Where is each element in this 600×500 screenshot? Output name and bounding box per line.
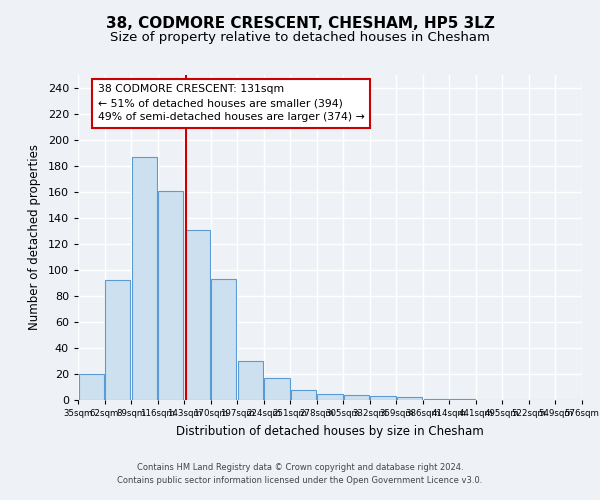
Bar <box>291 390 316 400</box>
Bar <box>344 395 369 400</box>
Text: Size of property relative to detached houses in Chesham: Size of property relative to detached ho… <box>110 31 490 44</box>
Bar <box>370 396 395 400</box>
X-axis label: Distribution of detached houses by size in Chesham: Distribution of detached houses by size … <box>176 425 484 438</box>
Bar <box>105 280 130 400</box>
Bar <box>265 378 290 400</box>
Bar <box>317 394 343 400</box>
Text: Contains HM Land Registry data © Crown copyright and database right 2024.: Contains HM Land Registry data © Crown c… <box>137 462 463 471</box>
Bar <box>79 374 104 400</box>
Bar <box>158 190 184 400</box>
Bar <box>424 398 449 400</box>
Bar <box>238 361 263 400</box>
Bar <box>132 157 157 400</box>
Bar <box>211 279 236 400</box>
Text: 38 CODMORE CRESCENT: 131sqm
← 51% of detached houses are smaller (394)
49% of se: 38 CODMORE CRESCENT: 131sqm ← 51% of det… <box>98 84 365 122</box>
Text: Contains public sector information licensed under the Open Government Licence v3: Contains public sector information licen… <box>118 476 482 485</box>
Bar <box>397 398 422 400</box>
Y-axis label: Number of detached properties: Number of detached properties <box>28 144 41 330</box>
Bar <box>450 398 475 400</box>
Text: 38, CODMORE CRESCENT, CHESHAM, HP5 3LZ: 38, CODMORE CRESCENT, CHESHAM, HP5 3LZ <box>106 16 494 31</box>
Bar <box>185 230 210 400</box>
